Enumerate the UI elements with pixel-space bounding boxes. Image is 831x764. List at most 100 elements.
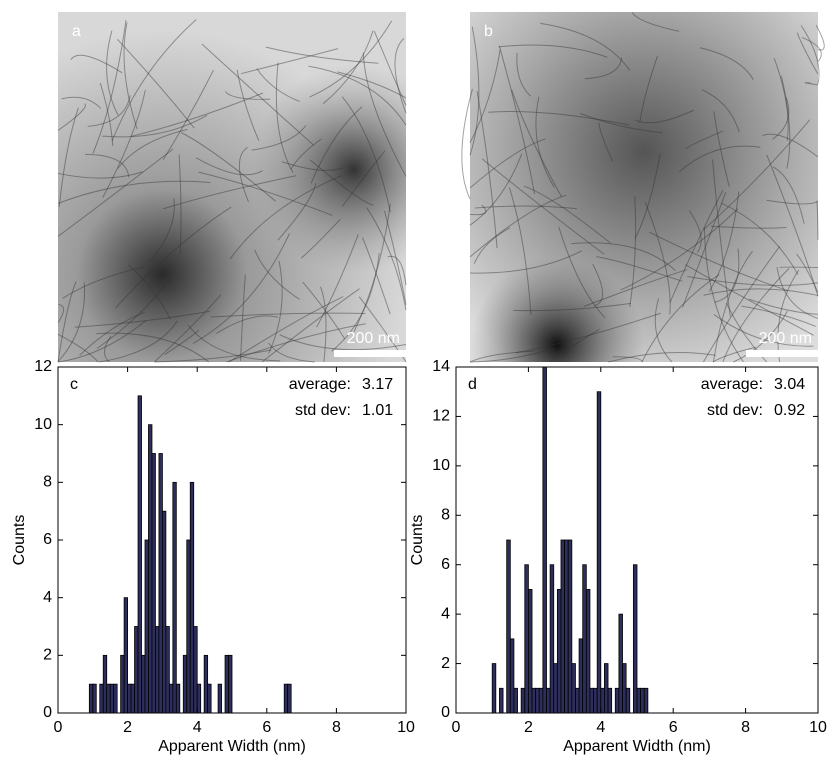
fibril: [620, 208, 739, 291]
fibril: [57, 320, 147, 363]
fibril: [702, 245, 781, 363]
bar: [614, 687, 620, 714]
panel-label: d: [468, 376, 477, 393]
fibril: [598, 122, 614, 162]
bar: [217, 683, 222, 714]
stat-value: 0.92: [774, 402, 805, 419]
fibril: [684, 130, 724, 150]
fibril: [256, 68, 300, 103]
bar: [106, 683, 111, 714]
bar: [596, 391, 602, 714]
fibril: [162, 69, 214, 160]
fibril: [580, 113, 663, 134]
stat-value: 3.17: [362, 376, 393, 393]
fibril: [712, 250, 753, 363]
fibril: [57, 103, 86, 131]
fibril: [772, 97, 790, 140]
y-tick-label: 8: [441, 507, 450, 524]
bar: [113, 683, 118, 714]
bar: [224, 654, 229, 714]
bar: [287, 683, 292, 714]
y-tick-label: 0: [441, 704, 450, 721]
bar: [189, 481, 195, 714]
bar: [137, 395, 142, 714]
bar: [228, 654, 233, 714]
fibril: [710, 225, 787, 229]
bar: [582, 564, 587, 714]
fibril: [721, 202, 799, 275]
fibril: [341, 150, 386, 207]
fibril: [164, 329, 199, 355]
bar: [535, 687, 540, 714]
fibril: [688, 210, 702, 253]
fibril: [226, 323, 366, 363]
y-tick-label: 0: [43, 704, 52, 721]
y-axis-label: Counts: [409, 515, 426, 566]
fibril: [515, 312, 661, 354]
fibril: [61, 96, 102, 109]
stat-value: 1.01: [362, 402, 393, 419]
bar: [165, 626, 170, 714]
fibril: [773, 58, 789, 141]
bar: [520, 687, 526, 714]
stat-value: 3.04: [774, 376, 805, 393]
fibril: [678, 145, 761, 173]
bar: [643, 687, 649, 714]
fibril: [508, 187, 532, 315]
bar: [168, 683, 174, 714]
fibril: [87, 95, 131, 127]
fibril: [469, 138, 546, 189]
fibril: [279, 334, 407, 351]
fibril: [584, 57, 623, 80]
bar: [575, 687, 580, 714]
fibril: [62, 266, 145, 299]
fibril: [57, 171, 143, 179]
bar: [141, 654, 146, 714]
bar: [578, 638, 584, 714]
bar: [538, 687, 544, 714]
y-tick-label: 10: [432, 457, 450, 474]
bar: [593, 687, 598, 714]
fibril: [772, 166, 805, 224]
bar: [546, 687, 551, 714]
bar: [155, 626, 160, 714]
fibril: [128, 264, 171, 320]
fibril: [748, 298, 819, 315]
fibril: [703, 119, 811, 230]
bar: [207, 683, 212, 714]
bar: [607, 687, 613, 714]
fibril: [712, 159, 731, 317]
fibril: [310, 106, 363, 184]
bar: [102, 654, 108, 714]
bar: [158, 453, 163, 714]
fibril: [98, 320, 178, 363]
fibril: [96, 274, 174, 349]
panel-label: a: [72, 23, 81, 40]
fibril: [96, 332, 210, 363]
panel-label: c: [70, 376, 78, 393]
bar: [509, 638, 515, 714]
fibril: [192, 233, 290, 344]
fibril: [111, 19, 197, 142]
fibril: [57, 333, 99, 363]
fibril: [733, 310, 788, 363]
fibril: [195, 157, 263, 176]
scale-bar: [334, 350, 406, 357]
fibril: [224, 91, 271, 100]
fibril: [475, 205, 577, 210]
fibril: [498, 44, 608, 58]
x-tick-label: 0: [452, 719, 461, 736]
fibril: [238, 147, 250, 203]
x-tick-label: 8: [332, 719, 341, 736]
y-tick-label: 10: [34, 416, 52, 433]
fibril: [540, 22, 631, 71]
y-axis-label: Counts: [11, 515, 28, 566]
fibril: [353, 203, 391, 333]
bar: [283, 683, 289, 714]
fibril: [513, 302, 631, 312]
micrograph: [461, 12, 825, 363]
fibril: [331, 252, 380, 352]
fibril: [796, 253, 819, 293]
fibril: [687, 276, 819, 286]
fibril: [469, 49, 501, 144]
